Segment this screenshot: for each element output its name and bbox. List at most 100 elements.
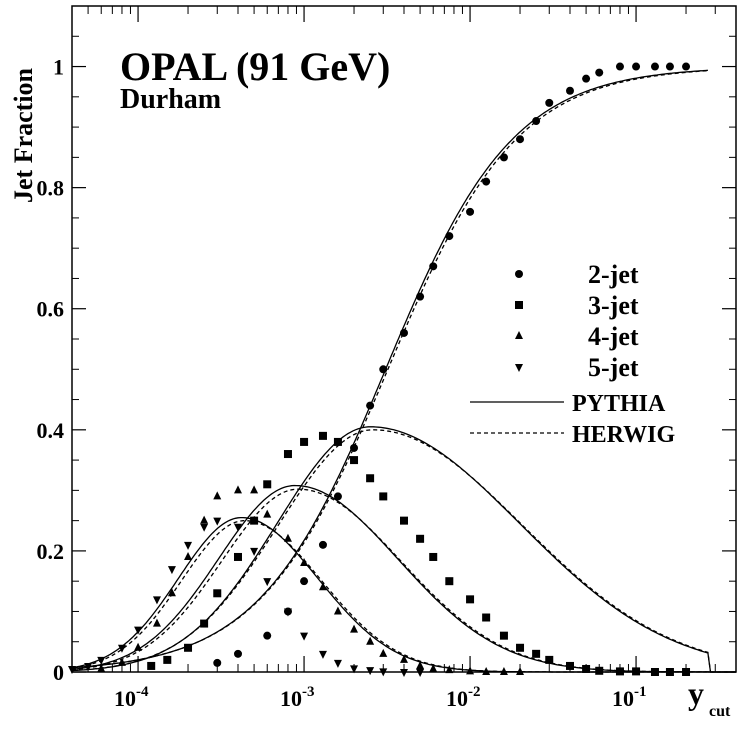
chart-title: OPAL (91 GeV) — [120, 44, 390, 89]
x-tick-label: 10-1 — [612, 684, 647, 711]
4-jet-point — [318, 582, 327, 591]
5-jet-point — [200, 523, 209, 532]
4-jet-point — [379, 648, 388, 657]
2-jet-point — [350, 443, 359, 452]
3-jet-point — [516, 643, 525, 652]
2-jet-point — [566, 86, 574, 95]
4-jet-point — [466, 666, 475, 675]
5-jet-point — [167, 566, 176, 575]
3-jet-point — [366, 474, 375, 483]
4-jet-point — [416, 660, 425, 669]
3-jet-point — [213, 589, 222, 598]
4-jet-point — [152, 618, 161, 627]
y-tick-label: 0.8 — [37, 176, 65, 201]
pythia-curve-4-jet — [71, 484, 736, 673]
2-jet-point — [263, 631, 272, 640]
2-jet-point — [499, 153, 508, 162]
3-jet-point — [184, 643, 193, 652]
y-tick-label: 0.6 — [37, 297, 65, 322]
3-jet-point — [650, 668, 659, 676]
3-jet-point — [566, 661, 574, 670]
3-jet-point — [665, 668, 674, 676]
3-jet-point — [466, 595, 475, 604]
herwig-curve-4-jet — [71, 488, 736, 673]
5-jet-point — [84, 662, 93, 671]
3-jet-point — [429, 552, 438, 561]
y-tick-label: 0.4 — [37, 418, 65, 443]
2-jet-point — [416, 292, 425, 301]
4-jet-point — [445, 665, 454, 674]
5-jet-point — [152, 596, 161, 605]
5-jet-point — [213, 517, 222, 526]
3-jet-point — [147, 661, 156, 670]
2-jet-point — [400, 328, 408, 337]
3-jet-point — [582, 664, 591, 673]
svg-text:y: y — [688, 675, 704, 711]
herwig-curve-2-jet — [71, 70, 708, 669]
legend-marker-5-jet — [515, 364, 523, 372]
5-jet-point — [350, 665, 359, 674]
2-jet-point — [379, 365, 388, 374]
5-jet-point — [263, 578, 272, 587]
2-jet-point — [482, 177, 491, 186]
2-jet-point — [445, 232, 454, 241]
x-tick-label: 10-3 — [280, 684, 315, 711]
4-jet-point — [234, 485, 242, 494]
2-jet-point — [582, 74, 591, 83]
4-jet-point — [184, 551, 193, 560]
legend-marker-2-jet — [515, 270, 523, 278]
4-jet-point — [400, 654, 408, 663]
x-axis-label: y cut — [688, 675, 731, 720]
svg-text:cut: cut — [709, 703, 731, 720]
5-jet-point — [400, 669, 408, 677]
5-jet-point — [366, 667, 375, 676]
4-jet-point — [429, 663, 438, 672]
4-jet-point — [167, 588, 176, 597]
5-jet-point — [134, 626, 143, 635]
4-jet-point — [200, 515, 209, 524]
5-jet-point — [318, 650, 327, 659]
4-jet-point — [499, 667, 508, 675]
5-jet-point — [184, 541, 193, 550]
2-jet-point — [545, 98, 554, 107]
legend-label: 2-jet — [588, 260, 639, 289]
4-jet-point — [263, 509, 272, 518]
2-jet-point — [213, 658, 222, 667]
4-jet-point — [300, 558, 309, 567]
legend-label: 4-jet — [588, 322, 639, 351]
2-jet-point — [682, 62, 691, 71]
2-jet-point — [429, 262, 438, 271]
5-jet-point — [68, 665, 76, 674]
2-jet-point — [234, 649, 242, 658]
2-jet-point — [366, 401, 375, 410]
3-jet-point — [545, 655, 554, 664]
2-jet-point — [632, 62, 641, 71]
4-jet-point — [117, 657, 126, 666]
legend-label: 3-jet — [588, 291, 639, 320]
2-jet-point — [650, 62, 659, 71]
3-jet-point — [200, 619, 209, 628]
3-jet-point — [416, 534, 425, 543]
4-jet-point — [366, 636, 375, 645]
3-jet-point — [615, 667, 624, 676]
4-jet-point — [482, 667, 491, 675]
y-tick-label: 0 — [53, 660, 64, 685]
5-jet-point — [283, 608, 292, 617]
3-jet-point — [482, 613, 491, 622]
x-tick-label: 10-4 — [114, 684, 149, 711]
4-jet-point — [350, 624, 359, 633]
3-jet-point — [400, 516, 408, 525]
2-jet-point — [318, 540, 327, 549]
4-jet-point — [213, 491, 222, 500]
2-jet-point — [333, 492, 342, 501]
legend-marker-4-jet — [515, 331, 523, 339]
herwig-curve-5-jet — [71, 519, 736, 673]
2-jet-point — [516, 135, 525, 144]
x-tick-label: 10-2 — [446, 684, 481, 711]
chart-subtitle: Durham — [120, 84, 221, 115]
3-jet-point — [250, 516, 259, 525]
3-jet-point — [234, 552, 242, 561]
herwig-curve-3-jet — [71, 429, 736, 673]
